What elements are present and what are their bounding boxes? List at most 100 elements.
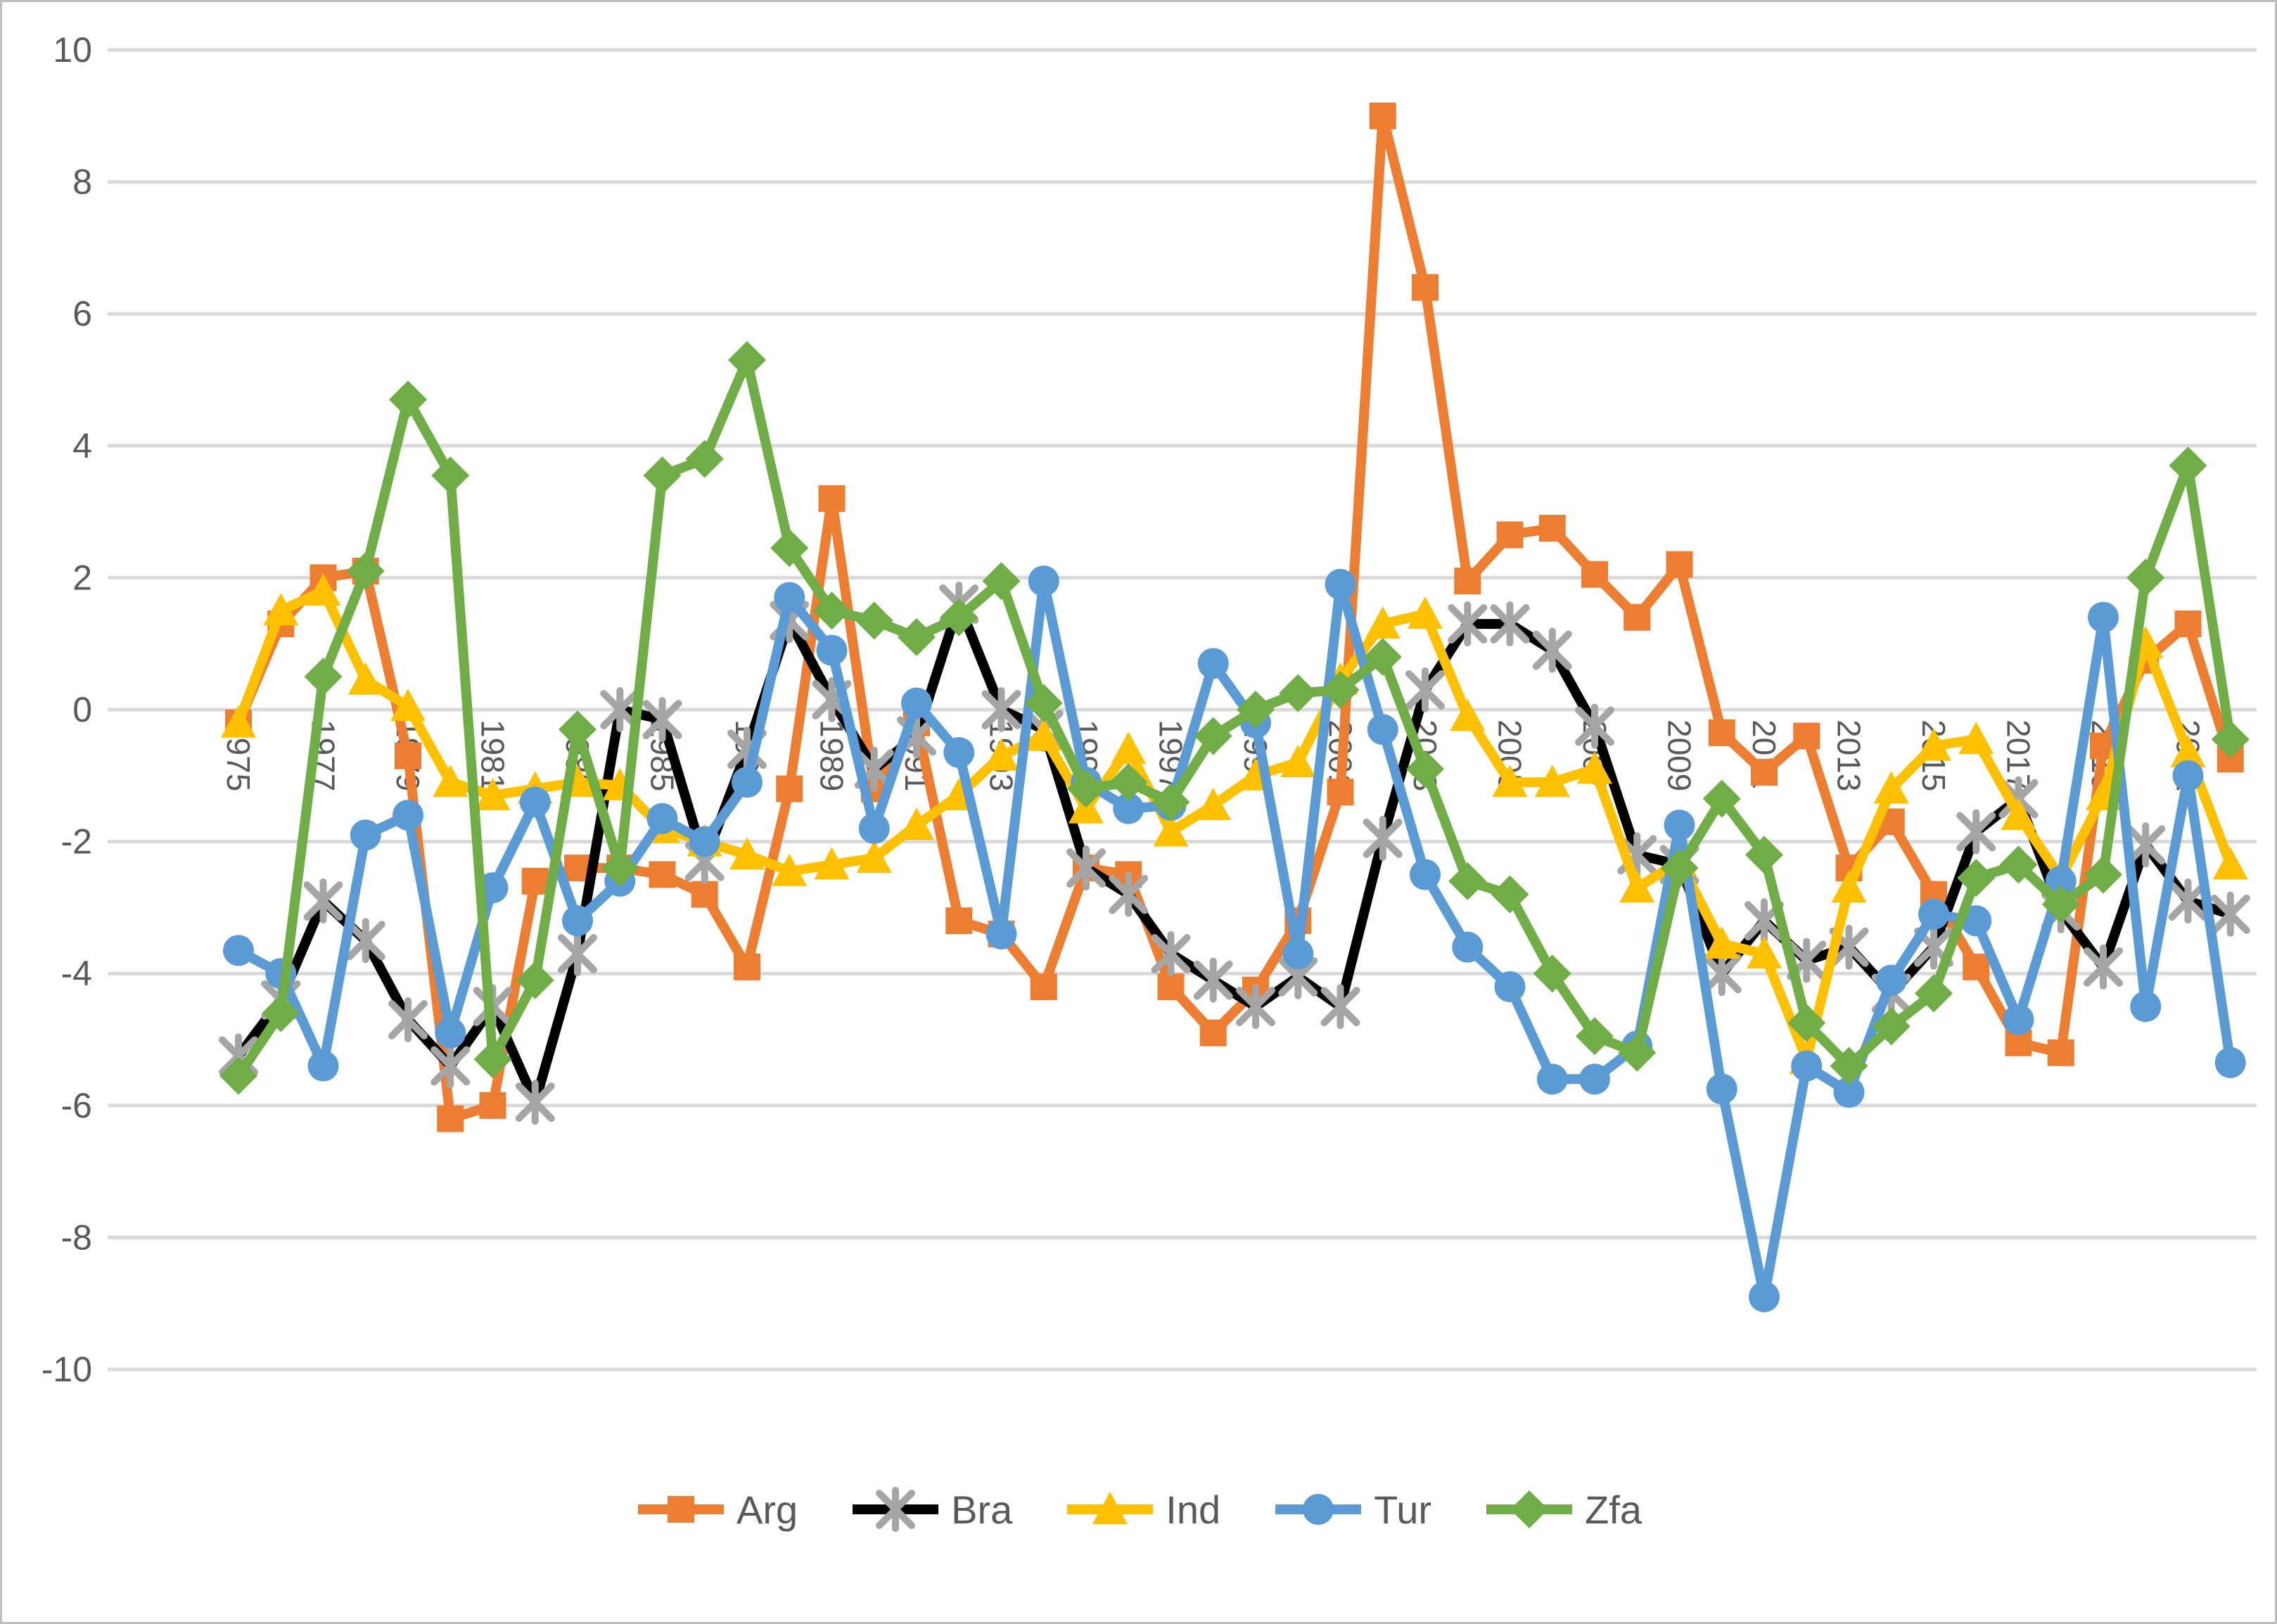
circle-marker — [816, 634, 848, 666]
circle-marker — [1918, 898, 1949, 930]
y-axis-tick-label: 2 — [72, 558, 92, 597]
square-marker — [1199, 1019, 1227, 1047]
diamond-marker — [1576, 1017, 1614, 1056]
square-marker — [1666, 551, 1693, 578]
circle-marker — [858, 812, 890, 844]
star-marker — [303, 878, 343, 924]
square-marker — [776, 775, 803, 803]
diamond-marker — [304, 658, 343, 696]
diamond-marker — [1533, 954, 1571, 993]
circle-marker — [1028, 565, 1059, 597]
circle-marker — [1410, 859, 1441, 890]
diamond-marker — [1024, 684, 1063, 722]
star-marker — [388, 997, 428, 1042]
triangle-marker — [1831, 870, 1867, 903]
diamond-marker — [1999, 845, 2038, 884]
triangle-marker — [1619, 870, 1655, 903]
circle-marker — [774, 582, 805, 613]
square-marker — [479, 1092, 506, 1119]
y-axis-tick-label: -8 — [61, 1217, 92, 1257]
triangle-marker — [1153, 814, 1189, 847]
diamond-marker — [431, 456, 470, 495]
circle-marker — [562, 905, 593, 937]
star-marker — [1320, 984, 1360, 1030]
legend-label: Zfa — [1585, 1487, 1642, 1532]
square-marker — [521, 867, 549, 895]
diamond-marker — [1787, 1004, 1826, 1042]
circle-legend-marker-icon — [1275, 1494, 1362, 1525]
triangle-marker — [1492, 765, 1528, 798]
square-marker — [667, 1496, 694, 1523]
x-axis-tick-label: 1989 — [814, 720, 850, 791]
square-marker — [691, 881, 718, 908]
legend-label: Arg — [736, 1487, 798, 1532]
triangle-marker — [729, 837, 765, 870]
chart-legend: Arg Bra Ind Tur Zfa — [2, 1485, 2275, 1534]
star-marker — [1109, 871, 1149, 917]
triangle-marker — [2212, 847, 2248, 880]
diamond-marker — [2084, 855, 2122, 894]
diamond-marker — [728, 340, 766, 379]
diamond-marker — [516, 961, 554, 999]
circle-marker — [901, 687, 932, 719]
x-axis-tick-label: 2009 — [1661, 720, 1698, 791]
square-marker — [1751, 759, 1778, 786]
legend-item-arg[interactable]: Arg — [635, 1485, 798, 1534]
star-marker — [1956, 809, 1996, 855]
star-marker — [558, 931, 597, 977]
diamond-marker — [1872, 1007, 1911, 1046]
y-axis-tick-label: 4 — [72, 426, 92, 466]
square-marker — [649, 861, 676, 888]
square-marker — [1581, 561, 1608, 588]
diamond-marker — [1510, 1490, 1549, 1528]
star-marker — [1405, 667, 1445, 712]
circle-marker — [2172, 760, 2204, 791]
circle-marker — [223, 935, 254, 966]
triangle-marker — [1408, 596, 1443, 629]
star-marker — [981, 687, 1021, 732]
square-marker — [945, 907, 973, 935]
diamond-marker — [1702, 779, 1741, 818]
legend-label: Tur — [1374, 1487, 1432, 1532]
legend-item-ind[interactable]: Ind — [1064, 1485, 1220, 1534]
triangle-marker — [390, 689, 426, 722]
triangle-marker — [433, 765, 468, 798]
legend-item-tur[interactable]: Tur — [1273, 1485, 1431, 1534]
legend-item-zfa[interactable]: Zfa — [1484, 1485, 1642, 1534]
star-marker — [1066, 845, 1106, 891]
diamond-marker — [1660, 849, 1699, 888]
diamond-marker — [262, 994, 300, 1032]
star-legend-marker-icon — [853, 1487, 939, 1532]
star-marker — [1363, 815, 1403, 861]
diamond-legend-marker-icon — [1486, 1490, 1573, 1528]
triangle-marker — [2170, 734, 2206, 767]
circle-marker — [393, 800, 423, 831]
circle-marker — [1282, 938, 1314, 970]
y-axis-tick-label: 0 — [72, 690, 92, 729]
y-axis-tick-label: -4 — [61, 954, 92, 993]
diamond-marker — [812, 592, 851, 630]
triangle-marker — [1026, 718, 1061, 751]
diamond-marker — [855, 601, 893, 640]
star-marker — [2168, 878, 2208, 924]
diamond-marker — [1237, 691, 1275, 729]
star-marker — [1575, 703, 1614, 749]
legend-label: Bra — [951, 1487, 1013, 1532]
diamond-marker — [898, 618, 936, 656]
diamond-marker — [2169, 446, 2207, 485]
diamond-marker — [1279, 674, 1318, 712]
square-marker — [1496, 521, 1524, 549]
legend-item-bra[interactable]: Bra — [850, 1485, 1012, 1534]
diamond-marker — [1109, 763, 1148, 802]
diamond-marker — [389, 381, 427, 419]
square-marker — [734, 953, 760, 980]
star-marker — [345, 918, 385, 964]
circle-marker — [2045, 865, 2077, 897]
triangle-marker — [263, 593, 299, 626]
circle-marker — [1303, 1494, 1334, 1525]
star-marker — [1702, 951, 1742, 997]
square-marker — [395, 742, 421, 769]
triangle-marker — [814, 847, 850, 880]
triangle-marker — [1704, 926, 1740, 959]
